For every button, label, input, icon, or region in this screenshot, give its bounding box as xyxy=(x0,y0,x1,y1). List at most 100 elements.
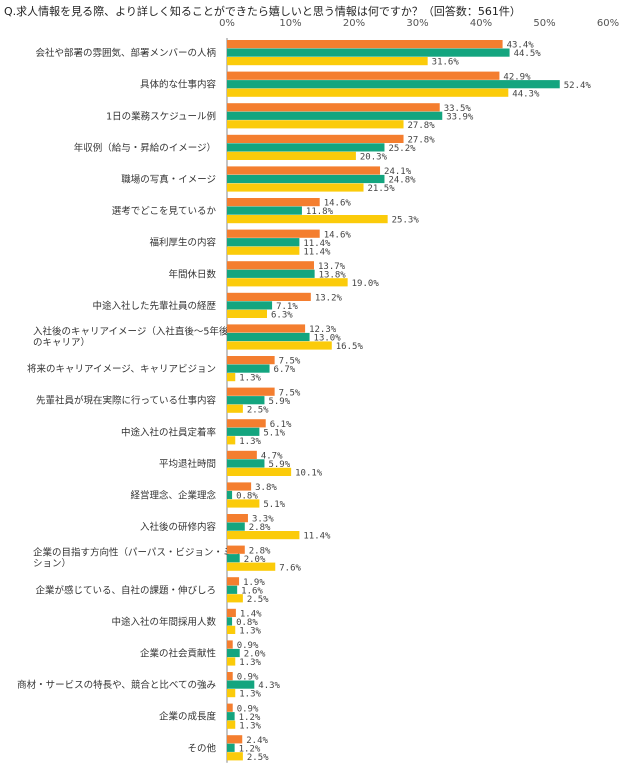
bar-series-3 xyxy=(227,752,243,761)
bar-series-2 xyxy=(227,743,235,752)
bar-series-1 xyxy=(227,514,248,523)
data-label: 5.9% xyxy=(268,460,290,470)
bar-series-2 xyxy=(227,48,510,57)
data-label: 1.3% xyxy=(239,690,261,700)
category-label: 中途入社の社員定着率 xyxy=(121,426,217,438)
x-tick-label: 20% xyxy=(343,18,365,29)
data-label: 5.1% xyxy=(263,500,285,510)
data-label: 11.4% xyxy=(303,532,331,542)
data-label: 1.2% xyxy=(239,713,261,723)
data-label: 11.4% xyxy=(303,247,331,257)
data-label: 13.8% xyxy=(319,270,347,280)
data-label: 2.4% xyxy=(246,736,268,746)
category-label: 平均退社時間 xyxy=(159,458,216,470)
bar-series-2 xyxy=(227,680,255,689)
data-label: 1.4% xyxy=(240,610,262,620)
data-label: 3.8% xyxy=(255,483,277,493)
category-label: その他 xyxy=(187,742,216,754)
data-label: 1.2% xyxy=(239,744,261,754)
bar-series-1 xyxy=(227,703,233,712)
data-label: 1.3% xyxy=(239,658,261,668)
bar-series-1 xyxy=(227,356,275,365)
bar-series-3 xyxy=(227,309,268,318)
data-label: 10.1% xyxy=(295,469,323,479)
data-label: 7.5% xyxy=(279,357,301,367)
bar-series-1 xyxy=(227,261,314,270)
bar-series-2 xyxy=(227,111,443,120)
bar-series-3 xyxy=(227,57,428,66)
data-label: 31.6% xyxy=(432,58,460,68)
bar-series-3 xyxy=(227,246,300,255)
category-label: 経営理念、企業理念 xyxy=(130,490,216,502)
data-label: 4.7% xyxy=(261,452,283,462)
bar-series-2 xyxy=(227,206,302,215)
category-label: 企業の目指す方向性（パーパス・ビジョン・ミッション） xyxy=(33,547,242,570)
bar-series-1 xyxy=(227,71,500,80)
bar-series-1 xyxy=(227,672,233,681)
bar-series-3 xyxy=(227,594,243,603)
data-label: 24.8% xyxy=(388,176,416,186)
bar-series-1 xyxy=(227,450,257,459)
data-label: 44.3% xyxy=(512,89,540,99)
bar-series-1 xyxy=(227,198,320,207)
bar-series-1 xyxy=(227,419,266,428)
bar-series-1 xyxy=(227,577,240,586)
data-label: 0.9% xyxy=(237,673,259,683)
data-label: 14.6% xyxy=(324,230,352,240)
data-label: 2.0% xyxy=(244,555,266,565)
category-label-line: のキャリア） xyxy=(33,337,90,349)
bar-series-2 xyxy=(227,143,385,152)
bar-series-1 xyxy=(227,482,252,491)
data-label: 42.9% xyxy=(503,72,531,82)
bar-series-2 xyxy=(227,269,315,278)
bar-series-1 xyxy=(227,166,381,175)
x-tick-label: 0% xyxy=(219,18,235,29)
data-label: 7.1% xyxy=(276,302,298,312)
bar-series-1 xyxy=(227,324,306,333)
x-tick-label: 30% xyxy=(406,18,428,29)
data-label: 7.5% xyxy=(279,388,301,398)
bar-series-2 xyxy=(227,332,310,342)
data-label: 13.0% xyxy=(314,334,342,344)
data-label: 0.9% xyxy=(237,641,259,651)
chart-title: Q.求人情報を見る際、より詳しく知ることができたら嬉しいと思う情報は何ですか？（… xyxy=(4,5,521,18)
data-label: 21.5% xyxy=(368,184,396,194)
bar-series-3 xyxy=(227,657,236,666)
data-label: 52.4% xyxy=(564,81,592,91)
bar-series-1 xyxy=(227,640,233,649)
bar-series-1 xyxy=(227,608,236,617)
data-label: 2.8% xyxy=(249,523,271,533)
category-label: 将来のキャリアイメージ、キャリアビジョン xyxy=(27,364,216,375)
category-label: 商材・サービスの特長や、競合と比べての強み xyxy=(17,679,216,691)
data-label: 6.7% xyxy=(274,365,296,375)
category-label: 企業が感じている、自社の課題・伸びしろ xyxy=(35,584,216,596)
category-label: 選考でどこを見ているか xyxy=(112,206,217,217)
data-label: 20.3% xyxy=(360,153,388,163)
bar-series-2 xyxy=(227,301,273,310)
data-label: 0.8% xyxy=(236,492,258,502)
data-label: 1.9% xyxy=(243,578,265,588)
bar-series-2 xyxy=(227,585,238,594)
x-tick-label: 50% xyxy=(533,18,555,29)
category-label: 年間休日数 xyxy=(168,268,216,280)
bar-series-2 xyxy=(227,80,560,89)
data-label: 1.6% xyxy=(241,586,263,596)
category-label: 1日の業務スケジュール例 xyxy=(106,110,216,122)
data-label: 12.3% xyxy=(309,325,337,335)
data-label: 14.6% xyxy=(324,199,352,209)
data-label: 2.5% xyxy=(247,405,269,415)
bar-series-3 xyxy=(227,404,243,413)
bar-series-3 xyxy=(227,151,356,160)
bar-series-3 xyxy=(227,720,236,729)
data-label: 27.8% xyxy=(408,136,436,146)
data-label: 13.7% xyxy=(318,262,346,272)
bar-series-2 xyxy=(227,364,270,373)
bar-series-3 xyxy=(227,467,292,476)
bar-series-2 xyxy=(227,174,385,184)
bar-series-3 xyxy=(227,120,404,129)
data-label: 2.5% xyxy=(247,595,269,605)
category-label-line: 入社後のキャリアイメージ（入社直後～5年後 xyxy=(33,326,229,338)
bar-series-1 xyxy=(227,735,243,744)
data-label: 1.3% xyxy=(239,627,261,637)
x-tick-label: 40% xyxy=(470,18,492,29)
